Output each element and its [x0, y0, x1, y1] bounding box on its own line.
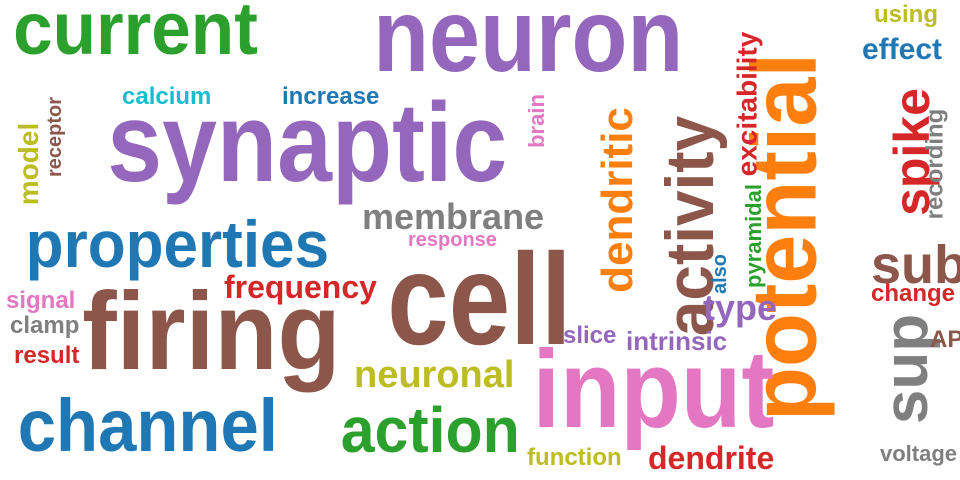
word-cell: cell	[387, 226, 572, 372]
word-increase: increase	[282, 83, 380, 110]
word-excitability: excitability	[731, 31, 763, 177]
word-calcium: calcium	[122, 83, 212, 110]
word-input: input	[532, 328, 775, 451]
word-sup: sup	[872, 313, 942, 425]
word-voltage: voltage	[880, 441, 958, 466]
word-effect: effect	[862, 33, 943, 66]
word-neuronal: neuronal	[354, 354, 515, 396]
word-result: result	[14, 342, 80, 369]
word-synaptic: synaptic	[107, 80, 508, 205]
word-function: function	[527, 444, 622, 471]
word-brain: brain	[523, 94, 549, 148]
word-slice: slice	[563, 322, 617, 349]
word-recording: recording	[921, 108, 949, 220]
word-channel: channel	[17, 384, 278, 467]
word-using: using	[874, 1, 938, 28]
word-action: action	[340, 394, 520, 466]
word-AP: AP	[930, 326, 960, 353]
word-sub: sub	[871, 235, 960, 295]
word-model: model	[13, 122, 45, 206]
word-response: response	[408, 229, 497, 251]
word-frequency: frequency	[224, 269, 377, 305]
word-receptor: receptor	[44, 96, 67, 178]
word-current: current	[13, 0, 258, 70]
word-clamp: clamp	[10, 312, 80, 339]
word-type: type	[703, 287, 778, 328]
word-dendritic: dendritic	[592, 107, 642, 293]
word-dendrite: dendrite	[648, 440, 775, 476]
word-neuron: neuron	[373, 0, 684, 94]
word-membrane: membrane	[362, 196, 545, 237]
word-pyramidal: pyramidal	[740, 184, 766, 288]
word-properties: properties	[25, 207, 330, 281]
word-firing: firing	[82, 270, 341, 393]
word-signal: signal	[6, 287, 76, 314]
word-intrinsic: intrinsic	[626, 326, 728, 356]
word-change: change	[871, 280, 956, 307]
